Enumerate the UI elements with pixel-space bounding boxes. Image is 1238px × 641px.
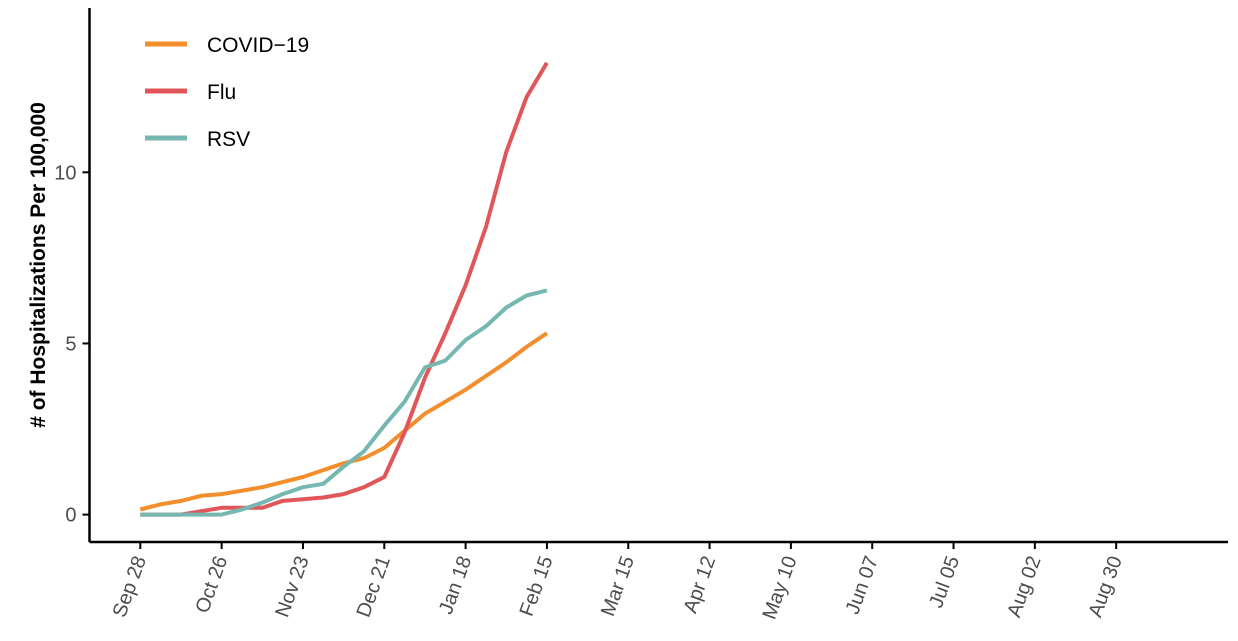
series-line-rsv xyxy=(140,288,548,517)
legend-label: Flu xyxy=(207,81,236,104)
x-tick-label: Aug 30 xyxy=(1085,553,1127,620)
y-tick-label: 10 xyxy=(54,162,76,184)
x-tick-label: Mar 15 xyxy=(597,553,639,619)
x-tick-label: Jan 18 xyxy=(435,553,476,617)
x-tick-label: Nov 23 xyxy=(271,553,313,620)
y-tick-label: 5 xyxy=(65,333,76,355)
x-ticks: Sep 28 Oct 26 Nov 23 Dec 21 Jan 18 Feb 15 Mar … xyxy=(109,542,1127,622)
legend: COVID−19 Flu RSV xyxy=(145,34,309,151)
y-axis-title: # of Hospitalizations Per 100,000 xyxy=(27,102,50,428)
x-tick-label: Aug 02 xyxy=(1003,553,1045,620)
x-tick-label: Sep 28 xyxy=(109,553,151,620)
x-tick-label: Jun 07 xyxy=(842,553,883,617)
y-ticks: 0 5 10 xyxy=(54,162,90,527)
axes xyxy=(88,8,1228,544)
x-tick-label: Jul 05 xyxy=(925,553,964,611)
x-tick-label: Oct 26 xyxy=(191,553,232,616)
legend-label: RSV xyxy=(207,128,250,151)
series-line-covid-19 xyxy=(139,331,549,512)
plot-lines xyxy=(139,61,549,517)
x-tick-label: Feb 15 xyxy=(516,553,558,619)
y-tick-label: 0 xyxy=(65,505,76,527)
x-tick-label: Apr 12 xyxy=(679,553,720,616)
legend-label: COVID−19 xyxy=(207,34,309,57)
x-tick-label: May 10 xyxy=(758,553,801,622)
series-line-flu xyxy=(140,61,549,517)
x-tick-label: Dec 21 xyxy=(353,553,395,620)
